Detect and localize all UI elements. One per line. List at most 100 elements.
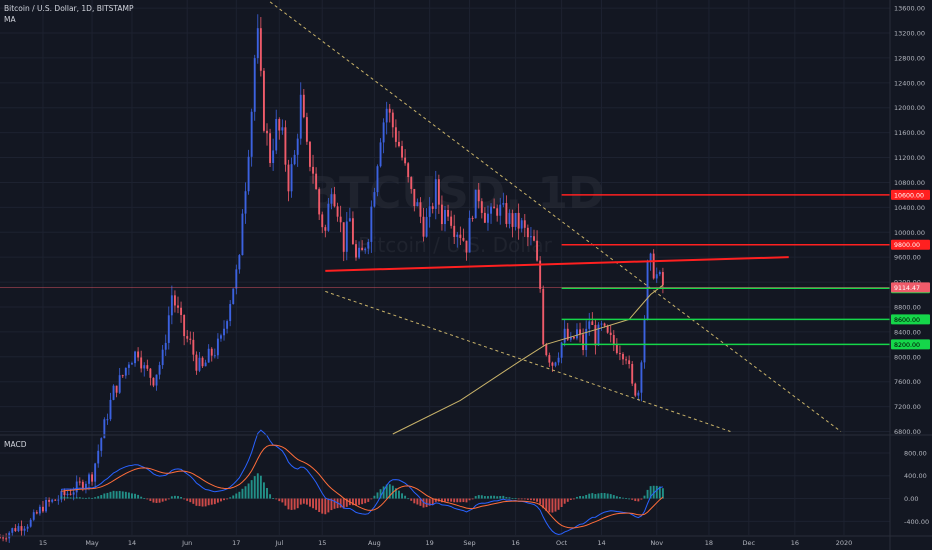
candle-body	[579, 329, 581, 335]
candle-body	[220, 335, 222, 339]
candle-body	[603, 323, 606, 326]
macd-histogram-bar	[134, 493, 136, 499]
indicator-ma-label[interactable]: MA	[4, 15, 16, 24]
macd-histogram-bar	[606, 493, 609, 499]
macd-histogram-bar	[189, 498, 192, 503]
macd-histogram-bar	[431, 498, 434, 505]
upper-trend	[269, 1, 842, 432]
macd-histogram-bar	[585, 494, 588, 499]
candle-body	[241, 213, 244, 256]
macd-histogram-bar	[75, 497, 78, 499]
macd-histogram-bar	[422, 498, 425, 508]
candle-body	[566, 328, 569, 340]
time-tick-label: 19	[426, 539, 434, 547]
resistance-tag-bg	[891, 239, 930, 250]
macd-histogram-bar	[658, 486, 661, 499]
candle-body	[404, 157, 407, 164]
candle-body	[293, 154, 296, 165]
macd-histogram-bar	[201, 498, 204, 507]
macd-histogram-bar	[539, 498, 542, 504]
candle-body	[391, 112, 394, 128]
time-tick-label: May	[85, 539, 99, 547]
candle-body	[612, 335, 615, 345]
macd-histogram-bar	[146, 498, 149, 500]
candle-body	[29, 519, 32, 527]
candle-body	[364, 248, 367, 251]
candle-body	[367, 241, 370, 249]
candle-body	[554, 362, 557, 366]
candle-body	[167, 315, 170, 343]
macd-histogram-bar	[557, 498, 560, 510]
candle-body	[115, 385, 118, 393]
candle-body	[499, 204, 502, 216]
macd-histogram-bar	[345, 498, 348, 507]
macd-histogram-bar	[216, 498, 219, 503]
macd-histogram-bar	[78, 497, 81, 499]
macd-histogram-bar	[450, 498, 453, 502]
macd-histogram-bar	[487, 496, 489, 499]
macd-histogram-bar	[358, 498, 361, 505]
macd-histogram-bar	[477, 495, 480, 499]
candle-body	[14, 528, 17, 532]
candle-body	[416, 202, 419, 207]
macd-histogram-bar	[324, 498, 327, 515]
macd-histogram-bar	[471, 498, 474, 500]
macd-histogram-bar	[428, 498, 431, 506]
macd-histogram-bar	[88, 497, 90, 499]
macd-histogram-bar	[183, 498, 186, 500]
candle-body	[60, 491, 63, 500]
candle-body	[88, 474, 90, 484]
candle-body	[606, 325, 609, 333]
macd-histogram-bar	[103, 493, 106, 499]
macd-histogram-bar	[609, 494, 612, 499]
macd-histogram-bar	[637, 498, 640, 502]
candle-body	[622, 353, 624, 360]
candle-body	[533, 236, 535, 241]
candle-body	[453, 225, 456, 237]
candle-body	[493, 206, 496, 209]
macd-histogram-bar	[186, 498, 189, 501]
candle-body	[315, 173, 318, 190]
candle-body	[557, 357, 560, 363]
candle-body	[259, 28, 262, 71]
macd-histogram-bar	[496, 496, 499, 499]
macd-histogram-bar	[149, 498, 152, 501]
macd-histogram-bar	[652, 485, 655, 499]
macd-histogram-bar	[526, 498, 529, 500]
candle-body	[201, 357, 204, 367]
macd-histogram-bar	[287, 498, 290, 510]
candle-body	[321, 214, 324, 228]
candle-body	[11, 528, 14, 533]
indicator-macd-label[interactable]: MACD	[4, 440, 27, 449]
macd-histogram-bar	[597, 493, 600, 499]
candle-body	[330, 194, 333, 204]
macd-histogram-bar	[493, 495, 496, 499]
macd-histogram-bar	[640, 498, 643, 500]
candle-body	[173, 295, 176, 306]
macd-histogram-bar	[137, 494, 140, 499]
candle-body	[72, 492, 75, 495]
candle-body	[419, 202, 422, 217]
candle-body	[376, 166, 379, 193]
macd-histogram-bar	[318, 498, 321, 513]
signal-line	[61, 444, 664, 529]
macd-histogram-bar	[646, 489, 649, 499]
candle-body	[109, 399, 112, 420]
candle-body	[594, 324, 597, 346]
macd-histogram-bar	[207, 498, 210, 506]
candle-body	[186, 336, 189, 339]
price-tick-label: 7600.00	[894, 378, 921, 386]
candle-body	[637, 392, 640, 396]
macd-histogram-bar	[413, 498, 416, 504]
macd-histogram-bar	[465, 498, 468, 503]
candle-body	[536, 240, 539, 261]
macd-histogram-bar	[143, 498, 146, 499]
macd-histogram-bar	[327, 498, 330, 513]
candle-body	[615, 344, 618, 354]
macd-histogram-bar	[434, 498, 437, 502]
macd-histogram-bar	[612, 495, 615, 499]
candle-body	[177, 305, 179, 308]
candle-body	[652, 253, 655, 279]
price-tick-label: 7200.00	[894, 403, 921, 411]
